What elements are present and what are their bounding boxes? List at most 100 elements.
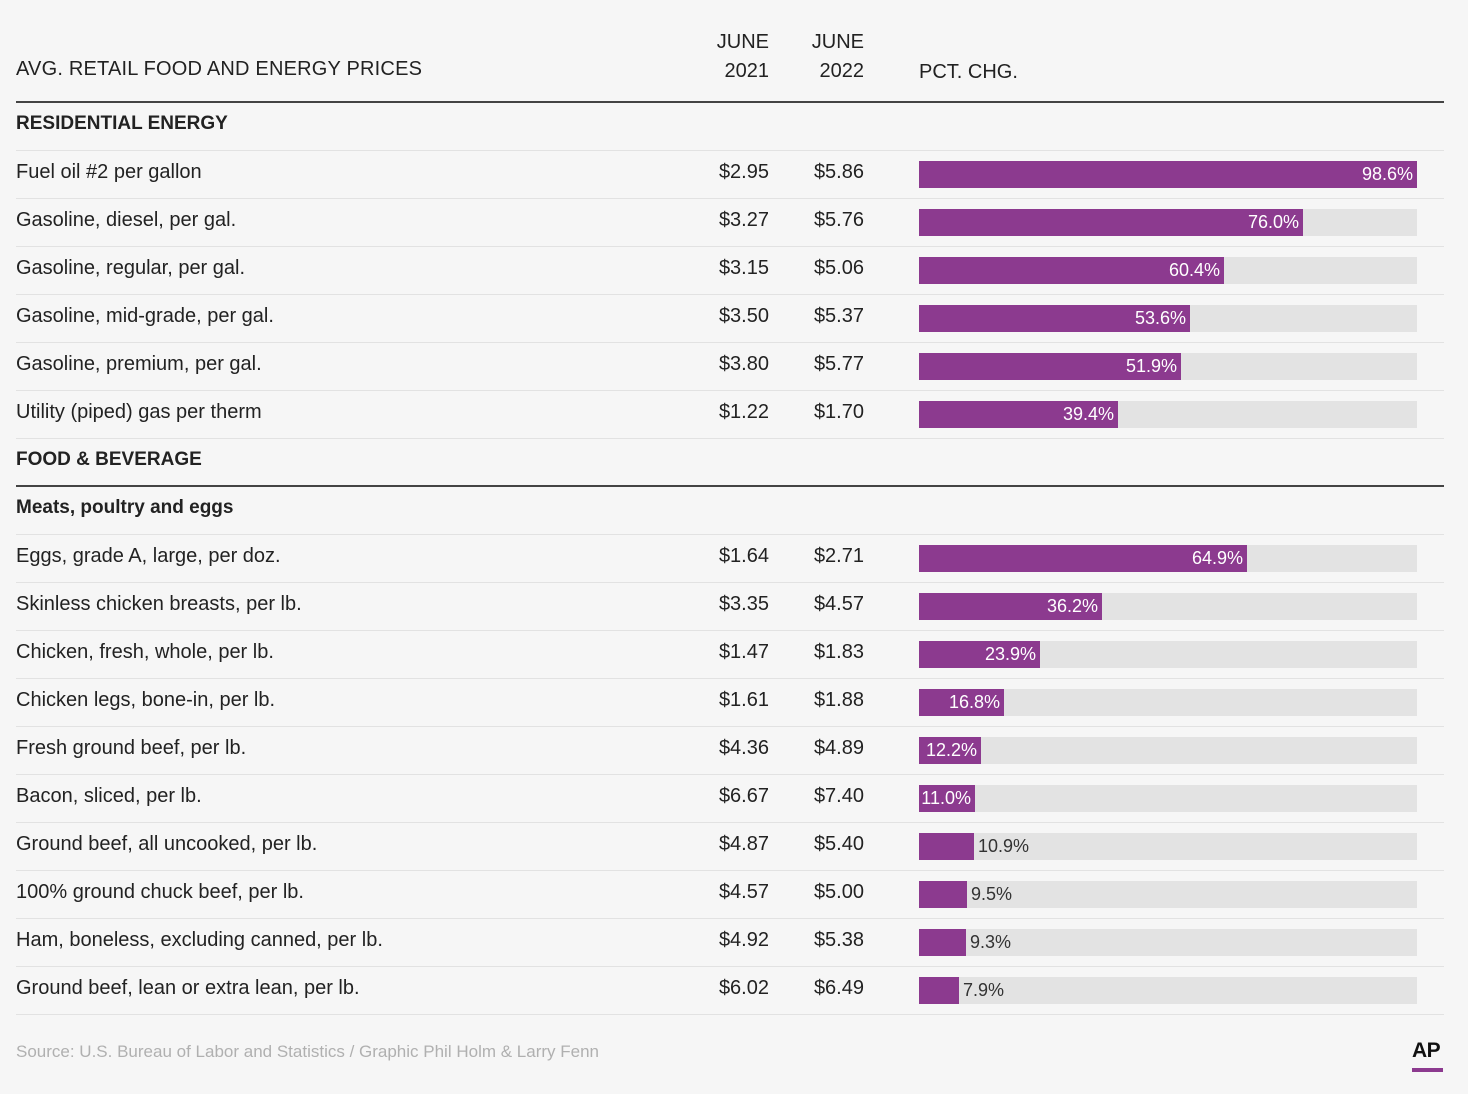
section-header-row: FOOD & BEVERAGE bbox=[16, 439, 1444, 487]
price-june-2022: $1.83 bbox=[813, 641, 864, 663]
table-row: Gasoline, premium, per gal. $3.80 $5.77 51.… bbox=[16, 343, 1444, 391]
item-label: Bacon, sliced, per lb. bbox=[16, 785, 202, 807]
bar-value-label: 7.9% bbox=[963, 980, 1005, 1000]
table-row: Gasoline, diesel, per gal. $3.27 $5.76 76.0… bbox=[16, 199, 1444, 247]
price-june-2022: $5.77 bbox=[813, 353, 864, 375]
table-row: Chicken legs, bone-in, per lb. $1.61 $1.88… bbox=[16, 679, 1444, 727]
price-table: AVG. RETAIL FOOD AND ENERGY PRICES JUNE … bbox=[16, 0, 1444, 1015]
price-june-2021: $3.15 bbox=[718, 257, 769, 279]
price-june-2022: $5.38 bbox=[813, 929, 864, 951]
table-row: Skinless chicken breasts, per lb. $3.35 $4… bbox=[16, 583, 1444, 631]
price-june-2022: $5.86 bbox=[813, 161, 864, 183]
table-row: 100% ground chuck beef, per lb. $4.57 $5.0… bbox=[16, 871, 1444, 919]
price-june-2022: $1.70 bbox=[813, 401, 864, 423]
bar-value-label: 64.9% bbox=[1191, 548, 1243, 568]
price-june-2021: $4.57 bbox=[718, 881, 769, 903]
ap-logo-text: AP bbox=[1412, 1039, 1441, 1062]
col-header-line: 2022 bbox=[819, 60, 865, 82]
bar-fill bbox=[919, 977, 959, 1004]
price-june-2021: $1.47 bbox=[718, 641, 769, 663]
table-row: Bacon, sliced, per lb. $6.67 $7.40 11.0% bbox=[16, 775, 1444, 823]
section-header-row: RESIDENTIAL ENERGY bbox=[16, 103, 1444, 151]
bar-track: 60.4% bbox=[919, 257, 1417, 284]
item-label: Ground beef, all uncooked, per lb. bbox=[16, 833, 318, 855]
table-row: Ground beef, all uncooked, per lb. $4.87 $… bbox=[16, 823, 1444, 871]
price-june-2021: $3.27 bbox=[718, 209, 769, 231]
price-june-2022: $5.76 bbox=[813, 209, 864, 231]
bar-value-label: 23.9% bbox=[984, 644, 1036, 664]
bar-fill bbox=[919, 257, 1224, 284]
bar-fill bbox=[919, 881, 967, 908]
item-label: Chicken legs, bone-in, per lb. bbox=[16, 689, 276, 711]
price-june-2022: $5.00 bbox=[813, 881, 864, 903]
item-label: Gasoline, mid-grade, per gal. bbox=[16, 305, 274, 327]
price-june-2022: $2.71 bbox=[813, 545, 864, 567]
price-june-2021: $6.02 bbox=[718, 977, 769, 999]
price-june-2022: $5.37 bbox=[813, 305, 864, 327]
bar-fill bbox=[919, 785, 975, 812]
bar-value-label: 76.0% bbox=[1247, 212, 1299, 232]
subsection-header-row: Meats, poultry and eggs bbox=[16, 487, 1444, 535]
item-label: Skinless chicken breasts, per lb. bbox=[16, 593, 302, 615]
table-row: Chicken, fresh, whole, per lb. $1.47 $1.83… bbox=[16, 631, 1444, 679]
section-label: FOOD & BEVERAGE bbox=[16, 449, 202, 470]
bar-track: 23.9% bbox=[919, 641, 1417, 668]
table-row: Fresh ground beef, per lb. $4.36 $4.89 12.2… bbox=[16, 727, 1444, 775]
item-label: Fresh ground beef, per lb. bbox=[16, 737, 247, 759]
bar-fill bbox=[919, 353, 1181, 380]
col-pct-change-header: PCT. CHG. bbox=[919, 61, 1018, 83]
ap-logo-underline bbox=[1412, 1068, 1443, 1072]
bar-fill bbox=[919, 641, 1040, 668]
bar-value-label: 60.4% bbox=[1168, 260, 1220, 280]
bar-fill bbox=[919, 545, 1247, 572]
table-row: Ground beef, lean or extra lean, per lb.… bbox=[16, 967, 1444, 1015]
price-june-2022: $4.89 bbox=[813, 737, 864, 759]
bar-track: 51.9% bbox=[919, 353, 1417, 380]
bar-value-label: 9.3% bbox=[970, 932, 1012, 952]
bar-value-label: 10.9% bbox=[978, 836, 1030, 856]
bar-value-label: 9.5% bbox=[971, 884, 1013, 904]
bar-fill bbox=[919, 929, 966, 956]
bar-fill bbox=[919, 833, 974, 860]
item-label: Gasoline, regular, per gal. bbox=[16, 257, 246, 279]
col-june-2022-header: JUNE 2022 bbox=[784, 28, 864, 86]
bar-value-label: 16.8% bbox=[948, 692, 1000, 712]
table-row: Ham, boneless, excluding canned, per lb.… bbox=[16, 919, 1444, 967]
bar-fill bbox=[919, 401, 1118, 428]
price-june-2022: $6.49 bbox=[813, 977, 864, 999]
table-body: RESIDENTIAL ENERGY Fuel oil #2 per gallon… bbox=[16, 103, 1444, 1015]
item-label: Eggs, grade A, large, per doz. bbox=[16, 545, 281, 567]
bar-fill bbox=[919, 737, 981, 764]
bar-track: 11.0% bbox=[919, 785, 1417, 812]
bar-fill bbox=[919, 209, 1303, 236]
table-row: Gasoline, mid-grade, per gal. $3.50 $5.37 5… bbox=[16, 295, 1444, 343]
bar-track: 16.8% bbox=[919, 689, 1417, 716]
table-row: Fuel oil #2 per gallon $2.95 $5.86 98.6% bbox=[16, 151, 1444, 199]
item-label: Ham, boneless, excluding canned, per lb. bbox=[16, 929, 383, 951]
price-june-2022: $5.40 bbox=[813, 833, 864, 855]
bar-track: 36.2% bbox=[919, 593, 1417, 620]
bar-track: 10.9% bbox=[919, 833, 1417, 860]
bar-track: 9.3% bbox=[919, 929, 1417, 956]
table-row: Utility (piped) gas per therm $1.22 $1.70 3… bbox=[16, 391, 1444, 439]
bar-value-label: 12.2% bbox=[925, 740, 977, 760]
price-june-2021: $4.92 bbox=[718, 929, 769, 951]
price-june-2022: $7.40 bbox=[813, 785, 864, 807]
bar-track: 12.2% bbox=[919, 737, 1417, 764]
bar-track: 9.5% bbox=[919, 881, 1417, 908]
price-june-2021: $4.87 bbox=[718, 833, 769, 855]
table-header: AVG. RETAIL FOOD AND ENERGY PRICES JUNE … bbox=[16, 0, 1444, 103]
price-june-2021: $4.36 bbox=[718, 737, 769, 759]
bar-fill bbox=[919, 689, 1004, 716]
price-june-2021: $2.95 bbox=[718, 161, 769, 183]
bar-track: 76.0% bbox=[919, 209, 1417, 236]
bar-fill bbox=[919, 305, 1190, 332]
bar-value-label: 36.2% bbox=[1046, 596, 1098, 616]
bar-value-label: 11.0% bbox=[921, 788, 971, 808]
price-june-2021: $3.50 bbox=[718, 305, 769, 327]
item-label: 100% ground chuck beef, per lb. bbox=[16, 881, 304, 903]
item-label: Fuel oil #2 per gallon bbox=[16, 161, 202, 183]
source-note: Source: U.S. Bureau of Labor and Statist… bbox=[16, 1042, 599, 1061]
bar-track: 39.4% bbox=[919, 401, 1417, 428]
section-label: RESIDENTIAL ENERGY bbox=[16, 113, 228, 134]
